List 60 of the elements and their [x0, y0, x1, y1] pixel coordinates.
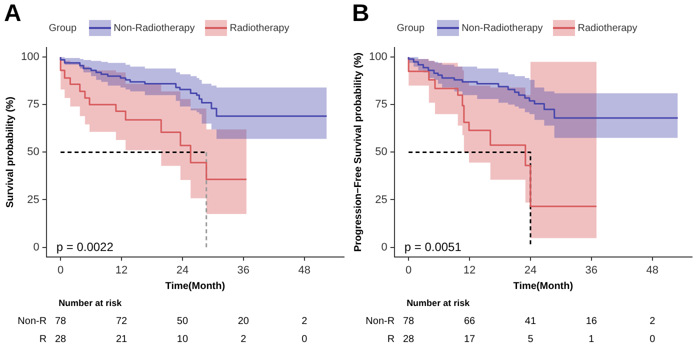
category-label: Non-R [18, 316, 47, 327]
x-axis-title: Time(Month) [165, 280, 226, 292]
text: 78 [55, 316, 66, 327]
y-tick-label: 100 [368, 51, 388, 64]
legend-label: Non-Radiotherapy [462, 22, 543, 34]
y-tick-label: 25 [375, 194, 388, 206]
y-tick-label: 25 [27, 194, 40, 206]
y-tick-label: 75 [27, 98, 40, 111]
text: 0 [650, 334, 656, 345]
text: 50 [176, 316, 188, 327]
text: 28 [403, 334, 414, 345]
category-label: R [387, 334, 395, 345]
text: Number at risk [58, 298, 122, 308]
legend-title: Group [396, 22, 425, 34]
x-tick-label: 24 [176, 264, 189, 276]
legend-title: Group [48, 22, 77, 34]
legend-label: Radiotherapy [578, 22, 638, 34]
y-tick-label: 50 [27, 146, 40, 158]
text: Number at risk [406, 298, 470, 308]
annotation: p = 0.0051 [404, 240, 462, 254]
text: 17 [464, 334, 476, 345]
legend-label: Non-Radiotherapy [114, 22, 195, 34]
x-tick-label: 36 [237, 264, 250, 276]
text: 78 [403, 316, 414, 327]
text: 2 [302, 316, 308, 327]
y-axis-title: Survival probability (%) [4, 96, 16, 208]
text: 72 [116, 316, 128, 327]
category-label: Non-R [366, 316, 395, 327]
y-tick-label: 0 [381, 241, 388, 254]
x-tick-label: 24 [524, 264, 537, 276]
x-tick-label: 0 [58, 264, 64, 276]
text: 10 [176, 334, 188, 345]
text: 0 [302, 334, 308, 345]
x-tick-label: 48 [646, 264, 659, 276]
chart-title: B [352, 0, 370, 28]
text: 21 [116, 334, 128, 345]
chart-title: A [4, 0, 22, 28]
x-axis-title: Time(Month) [513, 280, 574, 292]
y-tick-label: 0 [33, 241, 40, 254]
x-tick-label: 36 [585, 264, 598, 276]
text: 2 [240, 334, 246, 345]
annotation: p = 0.0022 [56, 240, 114, 254]
text: 16 [586, 316, 597, 327]
legend-label: Radiotherapy [230, 22, 290, 34]
text: 2 [650, 316, 656, 327]
y-tick-label: 100 [20, 51, 40, 64]
x-tick-label: 12 [463, 264, 476, 276]
x-tick-label: 0 [406, 264, 412, 276]
y-axis-title: Progression−Free Survival probability (%) [352, 52, 364, 252]
x-tick-label: 48 [298, 264, 311, 276]
x-tick-label: 12 [115, 264, 128, 276]
text: 41 [524, 316, 536, 327]
text: 5 [528, 334, 534, 345]
text: 20 [238, 316, 249, 327]
y-tick-label: 50 [375, 146, 388, 158]
y-tick-label: 75 [375, 98, 388, 111]
text: 66 [464, 316, 476, 327]
category-label: R [39, 334, 47, 345]
text: 1 [588, 334, 594, 345]
text: 28 [55, 334, 66, 345]
